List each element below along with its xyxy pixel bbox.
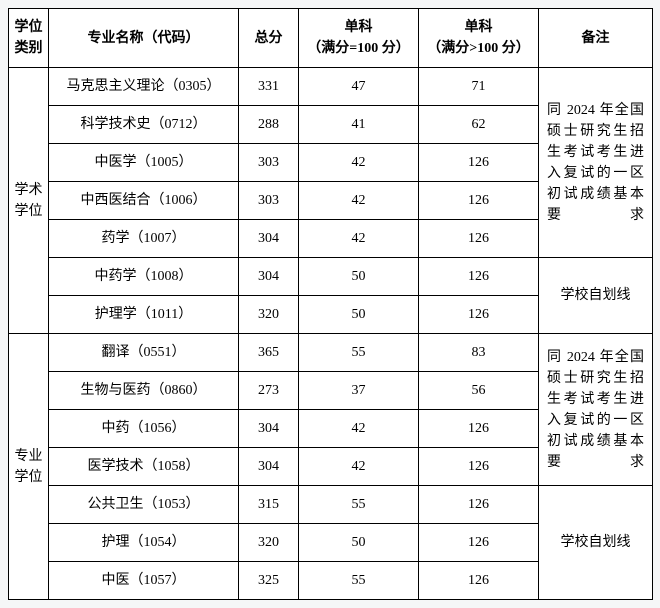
cell-s1: 50 xyxy=(299,258,419,296)
cell-s1: 37 xyxy=(299,372,419,410)
cell-name: 中药（1056） xyxy=(49,410,239,448)
header-category: 学位类别 xyxy=(9,9,49,68)
cell-s2: 126 xyxy=(419,144,539,182)
cell-name: 中医（1057） xyxy=(49,562,239,600)
cell-s1: 42 xyxy=(299,182,419,220)
cell-total: 303 xyxy=(239,182,299,220)
header-total: 总分 xyxy=(239,9,299,68)
cell-total: 320 xyxy=(239,296,299,334)
cell-s1: 55 xyxy=(299,334,419,372)
table-row: 学术学位 马克思主义理论（0305） 331 47 71 同 2024 年全国硕… xyxy=(9,68,653,106)
table-row: 专业学位 翻译（0551） 365 55 83 同 2024 年全国硕士研究生招… xyxy=(9,334,653,372)
note-national-2: 同 2024 年全国硕士研究生招生考试考生进入复试的一区初试成绩基本要求 xyxy=(539,334,653,486)
header-name: 专业名称（代码） xyxy=(49,9,239,68)
cell-total: 303 xyxy=(239,144,299,182)
note-national-1: 同 2024 年全国硕士研究生招生考试考生进入复试的一区初试成绩基本要求 xyxy=(539,68,653,258)
header-row: 学位类别 专业名称（代码） 总分 单科 （满分=100 分） 单科 （满分>10… xyxy=(9,9,653,68)
cell-name: 翻译（0551） xyxy=(49,334,239,372)
cell-s2: 126 xyxy=(419,182,539,220)
note-school-2: 学校自划线 xyxy=(539,486,653,600)
cell-s1: 42 xyxy=(299,448,419,486)
header-note: 备注 xyxy=(539,9,653,68)
cell-s2: 126 xyxy=(419,562,539,600)
cell-name: 中医学（1005） xyxy=(49,144,239,182)
cell-s1: 42 xyxy=(299,220,419,258)
cell-total: 304 xyxy=(239,448,299,486)
cell-s2: 126 xyxy=(419,220,539,258)
cell-name: 科学技术史（0712） xyxy=(49,106,239,144)
cell-total: 288 xyxy=(239,106,299,144)
table-row: 公共卫生（1053） 315 55 126 学校自划线 xyxy=(9,486,653,524)
table-row: 中药学（1008） 304 50 126 学校自划线 xyxy=(9,258,653,296)
cell-s2: 126 xyxy=(419,410,539,448)
header-single1: 单科 （满分=100 分） xyxy=(299,9,419,68)
cell-s1: 55 xyxy=(299,486,419,524)
header-single1-line1: 单科 xyxy=(345,20,373,35)
cell-s2: 56 xyxy=(419,372,539,410)
cell-name: 中西医结合（1006） xyxy=(49,182,239,220)
category-academic: 学术学位 xyxy=(9,68,49,334)
cell-s2: 126 xyxy=(419,524,539,562)
header-single2-line2: （满分>100 分） xyxy=(427,41,529,56)
cell-s2: 126 xyxy=(419,258,539,296)
cell-s2: 71 xyxy=(419,68,539,106)
cell-name: 护理（1054） xyxy=(49,524,239,562)
cell-name: 中药学（1008） xyxy=(49,258,239,296)
header-single2: 单科 （满分>100 分） xyxy=(419,9,539,68)
cell-total: 365 xyxy=(239,334,299,372)
cell-s1: 47 xyxy=(299,68,419,106)
cell-name: 药学（1007） xyxy=(49,220,239,258)
header-single2-line1: 单科 xyxy=(465,20,493,35)
cell-name: 生物与医药（0860） xyxy=(49,372,239,410)
cell-s1: 42 xyxy=(299,144,419,182)
cell-total: 325 xyxy=(239,562,299,600)
cell-total: 320 xyxy=(239,524,299,562)
cell-total: 331 xyxy=(239,68,299,106)
cell-s2: 126 xyxy=(419,486,539,524)
cell-total: 315 xyxy=(239,486,299,524)
score-table: 学位类别 专业名称（代码） 总分 单科 （满分=100 分） 单科 （满分>10… xyxy=(8,8,653,600)
cell-name: 马克思主义理论（0305） xyxy=(49,68,239,106)
cell-total: 304 xyxy=(239,410,299,448)
category-professional: 专业学位 xyxy=(9,334,49,600)
cell-total: 273 xyxy=(239,372,299,410)
cell-s1: 41 xyxy=(299,106,419,144)
cell-s2: 62 xyxy=(419,106,539,144)
cell-s2: 126 xyxy=(419,296,539,334)
cell-s2: 83 xyxy=(419,334,539,372)
cell-s1: 50 xyxy=(299,524,419,562)
cell-s1: 42 xyxy=(299,410,419,448)
cell-name: 医学技术（1058） xyxy=(49,448,239,486)
cell-total: 304 xyxy=(239,258,299,296)
cell-s1: 50 xyxy=(299,296,419,334)
cell-total: 304 xyxy=(239,220,299,258)
header-single1-line2: （满分=100 分） xyxy=(307,41,409,56)
cell-name: 护理学（1011） xyxy=(49,296,239,334)
cell-s2: 126 xyxy=(419,448,539,486)
note-school-1: 学校自划线 xyxy=(539,258,653,334)
cell-s1: 55 xyxy=(299,562,419,600)
cell-name: 公共卫生（1053） xyxy=(49,486,239,524)
